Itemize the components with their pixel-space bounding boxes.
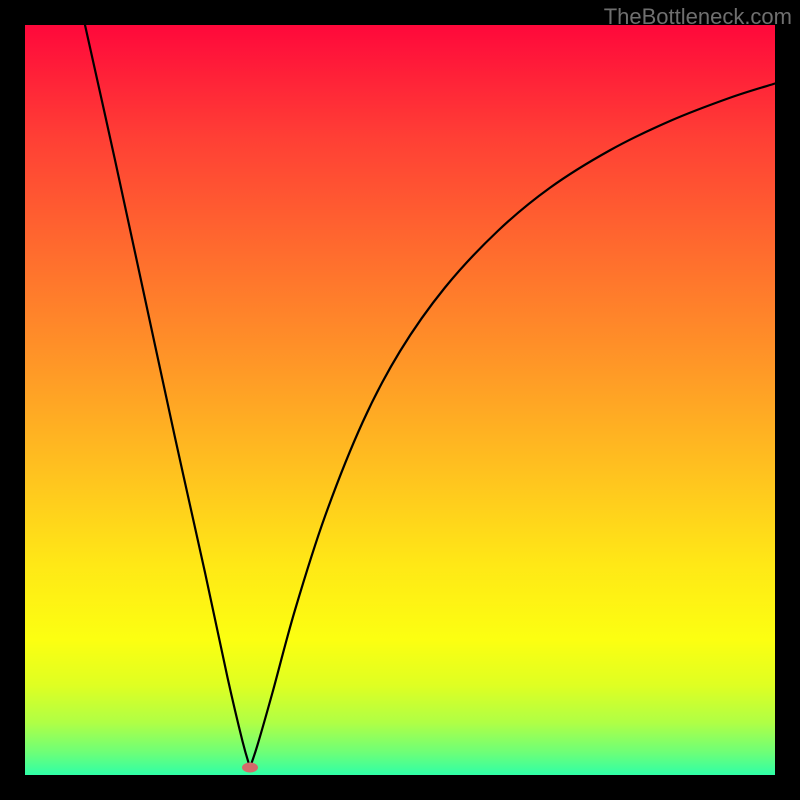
watermark-text: TheBottleneck.com <box>604 4 792 30</box>
plot-background <box>25 25 775 775</box>
chart-container: TheBottleneck.com <box>0 0 800 800</box>
bottleneck-chart <box>0 0 800 800</box>
valley-marker <box>242 763 258 773</box>
